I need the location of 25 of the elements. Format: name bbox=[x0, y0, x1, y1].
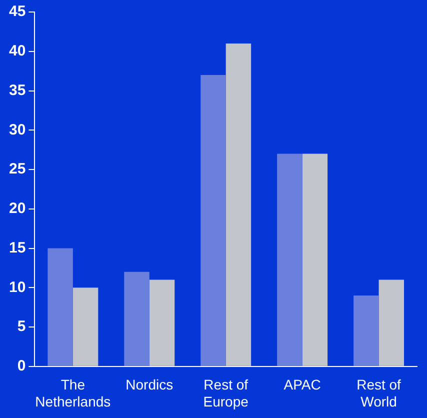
bar bbox=[124, 272, 150, 366]
y-tick-label: 45 bbox=[8, 3, 26, 20]
bar bbox=[226, 44, 252, 366]
x-tick-label: Rest of Europe bbox=[203, 376, 249, 410]
y-tick-label: 30 bbox=[8, 121, 26, 138]
bar bbox=[354, 296, 379, 366]
bar bbox=[48, 248, 73, 366]
y-tick-label: 15 bbox=[8, 239, 26, 256]
y-tick-label: 35 bbox=[8, 82, 26, 99]
bar bbox=[302, 154, 328, 366]
x-tick-label: APAC bbox=[284, 376, 321, 393]
x-tick-label: Nordics bbox=[126, 376, 174, 393]
x-tick-label: The Netherlands bbox=[35, 376, 111, 410]
y-tick-label: 10 bbox=[8, 278, 26, 296]
y-tick-label: 5 bbox=[17, 318, 26, 336]
x-tick-label: Rest of World bbox=[356, 376, 402, 410]
bar bbox=[378, 280, 404, 366]
bar bbox=[277, 154, 302, 366]
bar bbox=[200, 75, 226, 366]
y-tick-label: 20 bbox=[8, 200, 26, 218]
bar bbox=[149, 280, 175, 366]
bar bbox=[72, 288, 98, 366]
y-tick-label: 40 bbox=[8, 42, 26, 60]
y-tick-label: 25 bbox=[8, 160, 26, 178]
y-tick-label: 0 bbox=[17, 358, 26, 375]
